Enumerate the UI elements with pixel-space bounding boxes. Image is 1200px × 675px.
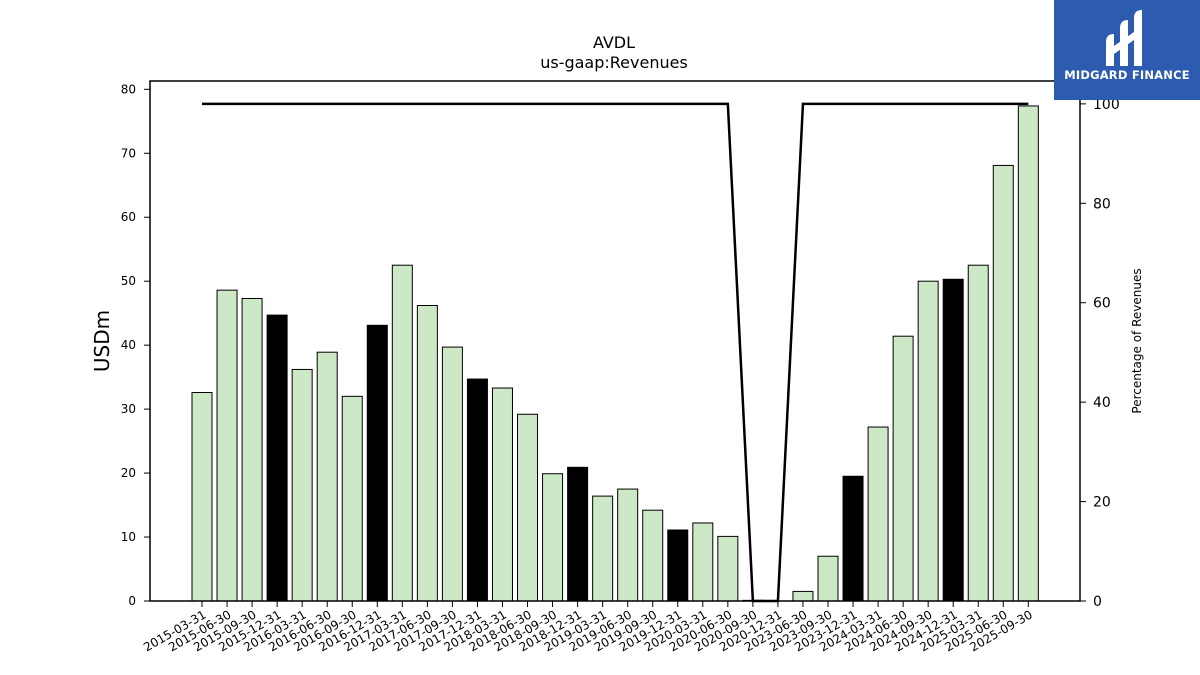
bar — [642, 509, 664, 602]
brand-name: MIDGARD FINANCE — [1064, 68, 1190, 82]
brand-logo: MIDGARD FINANCE — [1054, 0, 1200, 100]
bar — [542, 473, 564, 602]
bar — [592, 495, 614, 602]
chart-subtitle: us-gaap:Revenues — [540, 53, 688, 72]
bar — [341, 395, 363, 602]
y2-tick-label: 20 — [1093, 495, 1111, 511]
bar — [867, 426, 889, 602]
bar — [692, 522, 714, 602]
y-tick-label: 40 — [121, 338, 136, 352]
bar — [191, 391, 213, 602]
bar — [617, 488, 639, 602]
bar — [491, 387, 513, 602]
bar — [316, 351, 338, 602]
bar — [917, 280, 939, 602]
y2-tick-label: 60 — [1093, 296, 1111, 312]
midgard-logo-icon — [1106, 10, 1142, 66]
bar — [216, 289, 238, 602]
y-tick-label: 20 — [121, 466, 136, 480]
y-tick-label: 60 — [121, 210, 136, 224]
bar — [817, 555, 839, 602]
bar — [792, 590, 814, 602]
y2-tick-label: 0 — [1093, 594, 1102, 610]
bar-series — [191, 105, 1039, 602]
bar — [1017, 105, 1039, 602]
percentage-line — [202, 102, 1029, 603]
bar — [567, 466, 589, 602]
bar — [667, 529, 689, 602]
bar — [241, 297, 263, 602]
y-tick-label: 30 — [121, 402, 136, 416]
percentage-line-series — [202, 102, 1029, 603]
y-tick-label: 0 — [128, 594, 136, 608]
y2-tick-label: 40 — [1093, 395, 1111, 411]
bar — [291, 368, 313, 602]
bar — [266, 314, 288, 602]
y-tick-label: 80 — [121, 82, 136, 96]
bar — [942, 278, 964, 602]
y-tick-label: 70 — [121, 146, 136, 160]
plot-frame — [149, 80, 1081, 602]
bar — [517, 413, 539, 602]
bar — [416, 305, 438, 602]
bar — [842, 475, 864, 602]
y-axis-label: USDm — [90, 310, 114, 372]
bar — [391, 264, 413, 602]
bar — [366, 324, 388, 602]
y2-tick-label: 80 — [1093, 196, 1111, 212]
chart-title: AVDL — [593, 33, 635, 52]
bar — [892, 335, 914, 602]
bar — [967, 264, 989, 602]
y-tick-label: 10 — [121, 530, 136, 544]
bar — [717, 535, 739, 602]
y-tick-label: 50 — [121, 274, 136, 288]
y2-axis-label: Percentage of Revenues — [1130, 268, 1144, 413]
bar — [466, 378, 488, 602]
bar — [992, 164, 1014, 602]
axes: 010203040506070800204060801002015-03-312… — [121, 82, 1120, 654]
y2-tick-label: 100 — [1093, 97, 1120, 113]
bar — [441, 346, 463, 602]
